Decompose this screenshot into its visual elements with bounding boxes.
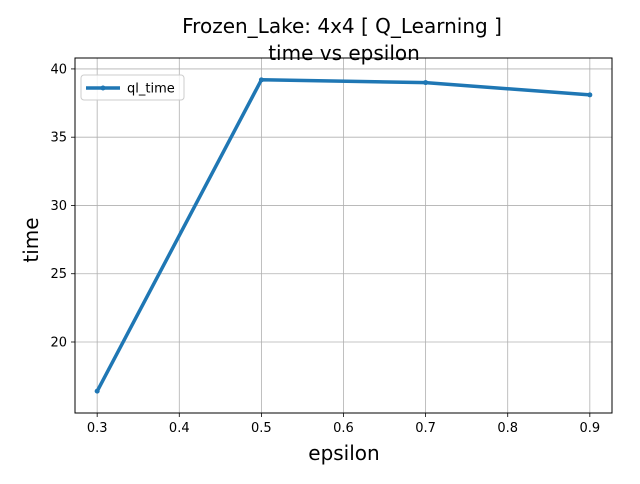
y-tick-label: 40 [50,62,67,77]
y-tick-label: 35 [50,131,67,146]
y-axis-label: time [19,217,43,262]
legend: ql_time [80,74,185,101]
y-tick-label: 30 [50,199,67,214]
x-tick-label: 0.4 [169,421,190,436]
x-tick-label: 0.7 [415,421,436,436]
x-tick-label: 0.3 [87,421,108,436]
data-point [423,80,429,86]
chart-subtitle: time vs epsilon [268,41,420,65]
x-tick-label: 0.5 [251,421,272,436]
x-axis-label: epsilon [308,441,379,465]
data-point [94,388,100,394]
y-tick-label: 25 [50,267,67,282]
series-line-ql_time [94,78,592,394]
x-tick-label: 0.6 [333,421,354,436]
y-tick-label: 20 [50,336,67,351]
chart-title: Frozen_Lake: 4x4 [ Q_Learning ] [182,14,502,38]
series-lines [94,77,593,394]
legend-box [80,74,185,101]
grid [75,58,612,413]
axis-ticks: 0.3 0.4 0.5 0.6 0.7 0.8 0.9 20 25 30 35 40 [50,62,600,436]
legend-label: ql_time [127,82,175,97]
x-tick-label: 0.8 [497,421,518,436]
data-point [587,92,593,98]
data-point [258,77,264,83]
x-tick-label: 0.9 [579,421,600,436]
legend-marker-swatch [100,85,106,91]
plot-frame [74,57,613,414]
